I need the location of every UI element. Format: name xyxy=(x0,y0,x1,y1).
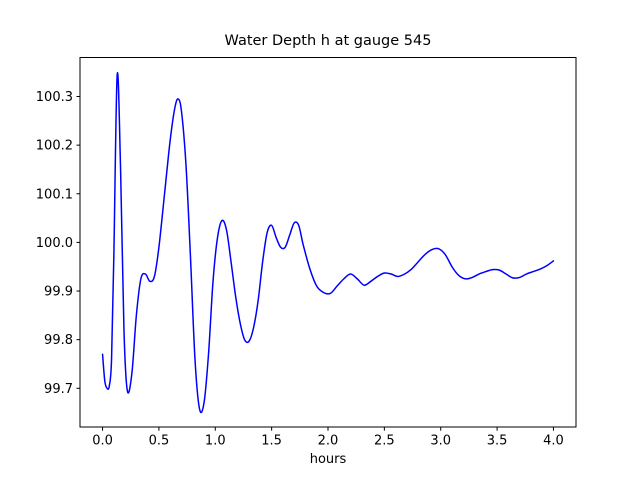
x-tick-label: 4.0 xyxy=(543,434,564,449)
data-line xyxy=(101,71,555,414)
y-tick-label: 100.3 xyxy=(36,90,73,105)
y-tick-label: 99.9 xyxy=(44,285,73,300)
x-tick-label: 0.5 xyxy=(149,434,170,449)
y-tick-label: 99.7 xyxy=(44,382,73,397)
x-tick-label: 3.0 xyxy=(430,434,451,449)
y-tick-label: 100.0 xyxy=(36,236,73,251)
x-tick-label: 2.5 xyxy=(374,434,395,449)
x-tick-label: 3.5 xyxy=(487,434,508,449)
y-tick-label: 100.1 xyxy=(36,187,73,202)
y-tick-label: 99.8 xyxy=(44,333,73,348)
x-tick-label: 0.0 xyxy=(92,434,113,449)
x-tick-label: 1.0 xyxy=(205,434,226,449)
y-tick-label: 100.2 xyxy=(36,139,73,154)
x-tick-label: 2.0 xyxy=(318,434,339,449)
chart-title: Water Depth h at gauge 545 xyxy=(224,33,432,49)
x-tick-label: 1.5 xyxy=(261,434,282,449)
x-axis-label: hours xyxy=(309,452,347,467)
plot-border xyxy=(79,57,577,428)
